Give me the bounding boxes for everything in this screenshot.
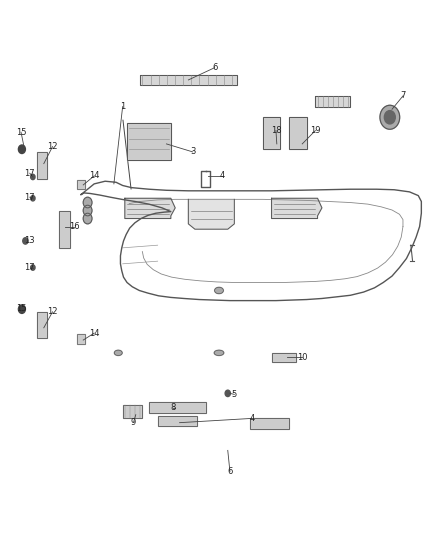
- Bar: [59, 211, 70, 248]
- Circle shape: [31, 196, 35, 201]
- Polygon shape: [315, 96, 350, 107]
- Bar: [272, 353, 296, 362]
- Text: 6: 6: [212, 63, 217, 72]
- Bar: [263, 117, 280, 149]
- Bar: [289, 117, 307, 149]
- Ellipse shape: [114, 350, 122, 356]
- Bar: [272, 353, 296, 362]
- Bar: [149, 402, 206, 413]
- Text: 3: 3: [190, 148, 195, 156]
- Text: 12: 12: [47, 308, 58, 316]
- Text: 13: 13: [25, 237, 35, 245]
- Bar: [77, 180, 85, 189]
- Text: 14: 14: [89, 172, 99, 180]
- Text: 10: 10: [297, 353, 307, 361]
- Bar: [37, 152, 47, 179]
- Text: 14: 14: [89, 329, 99, 337]
- Bar: [263, 117, 280, 149]
- Polygon shape: [188, 199, 234, 229]
- Circle shape: [31, 265, 35, 270]
- Text: 17: 17: [25, 263, 35, 272]
- Text: 17: 17: [25, 193, 35, 201]
- Ellipse shape: [384, 110, 395, 124]
- Text: 5: 5: [232, 390, 237, 399]
- Bar: [250, 418, 289, 429]
- Text: 6: 6: [227, 467, 233, 476]
- Text: 16: 16: [69, 222, 80, 231]
- Bar: [158, 416, 197, 426]
- Bar: [37, 312, 47, 338]
- Text: 4: 4: [249, 414, 254, 423]
- Polygon shape: [140, 75, 237, 85]
- Text: 7: 7: [400, 92, 406, 100]
- Circle shape: [18, 305, 25, 313]
- Bar: [59, 211, 70, 248]
- Text: 9: 9: [131, 418, 136, 426]
- Bar: [123, 405, 142, 418]
- Ellipse shape: [380, 106, 399, 130]
- Bar: [289, 117, 307, 149]
- Bar: [149, 402, 206, 413]
- Text: 18: 18: [271, 126, 281, 135]
- Circle shape: [83, 213, 92, 224]
- Circle shape: [23, 238, 28, 244]
- Circle shape: [31, 174, 35, 180]
- Circle shape: [83, 205, 92, 216]
- Text: 8: 8: [170, 403, 176, 412]
- Bar: [250, 418, 289, 429]
- Bar: [123, 405, 142, 418]
- Bar: [37, 312, 47, 338]
- Text: 19: 19: [310, 126, 321, 135]
- Bar: [127, 123, 171, 160]
- Bar: [127, 123, 171, 160]
- Bar: [77, 334, 85, 344]
- Circle shape: [18, 145, 25, 154]
- Text: 17: 17: [25, 169, 35, 177]
- Bar: [37, 152, 47, 179]
- Circle shape: [225, 390, 230, 397]
- Bar: [77, 334, 85, 344]
- Text: 15: 15: [16, 128, 26, 136]
- Bar: [158, 416, 197, 426]
- Text: 4: 4: [220, 172, 225, 180]
- Circle shape: [83, 197, 92, 208]
- Polygon shape: [125, 198, 175, 219]
- Bar: [77, 180, 85, 189]
- Ellipse shape: [214, 350, 224, 356]
- Text: 12: 12: [47, 142, 58, 151]
- Text: 1: 1: [120, 102, 125, 111]
- Ellipse shape: [215, 287, 223, 294]
- Polygon shape: [272, 198, 322, 219]
- Text: 15: 15: [16, 304, 26, 312]
